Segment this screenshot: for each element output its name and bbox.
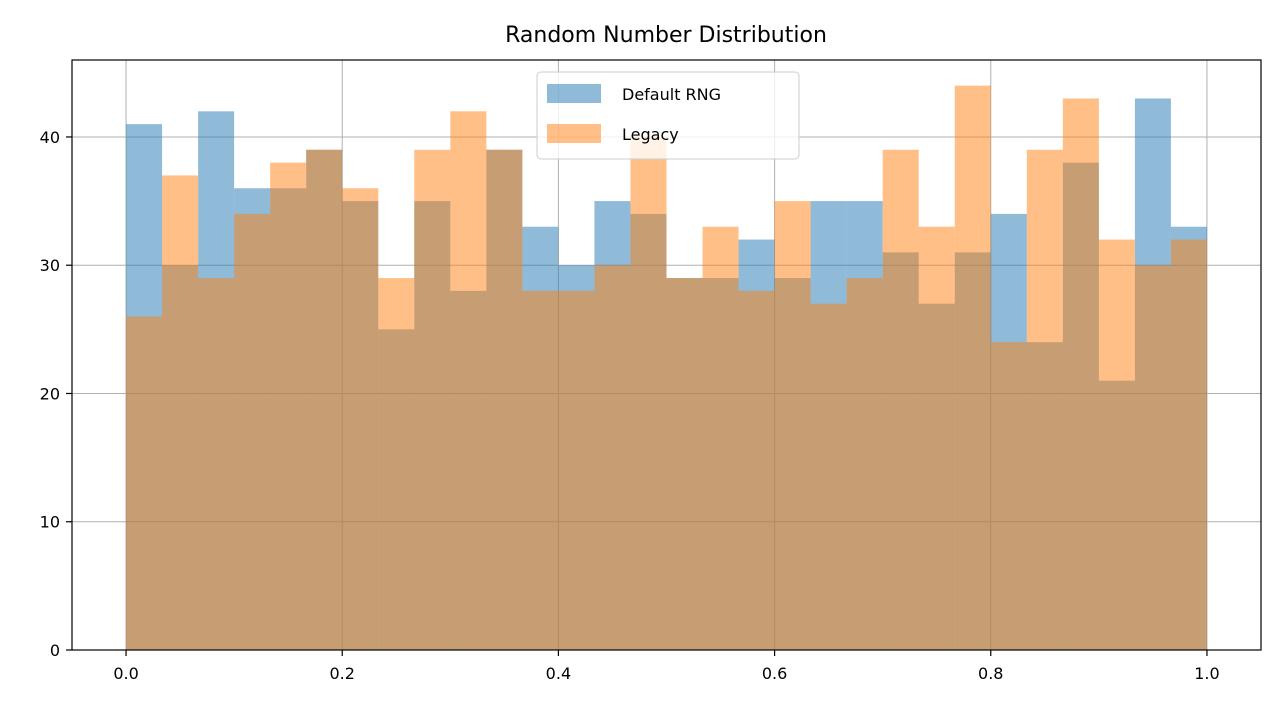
legend-frame xyxy=(536,71,800,160)
bar-legacy-4 xyxy=(270,162,307,650)
legend-swatch-default-rng xyxy=(547,84,601,103)
bar-legacy-22 xyxy=(918,226,955,650)
bar-legacy-8 xyxy=(414,149,451,651)
y-tick-label-1: 10 xyxy=(40,513,60,532)
x-axis: 0.0 0.2 0.4 0.6 0.8 1.0 xyxy=(113,650,1220,683)
bar-legacy-26 xyxy=(1062,98,1099,650)
y-tick-label-4: 40 xyxy=(40,128,60,147)
bar-legacy-3 xyxy=(234,213,271,651)
bar-legacy-9 xyxy=(450,111,487,651)
bar-legacy-10 xyxy=(486,149,523,651)
bar-legacy-27 xyxy=(1098,239,1135,650)
bar-legacy-24 xyxy=(990,342,1027,650)
bar-legacy-18 xyxy=(774,201,811,650)
bar-legacy-16 xyxy=(702,226,739,650)
bar-legacy-0 xyxy=(126,316,163,650)
x-tick-label-0: 0.0 xyxy=(113,664,138,683)
bars-group xyxy=(126,85,1207,651)
x-tick-label-1: 0.2 xyxy=(330,664,355,683)
legend-swatch-legacy xyxy=(547,124,601,143)
bar-legacy-13 xyxy=(594,265,631,650)
bar-legacy-28 xyxy=(1134,265,1171,650)
legend-label-legacy: Legacy xyxy=(622,125,679,144)
y-axis: 0 10 20 30 40 xyxy=(40,128,72,660)
y-tick-label-0: 0 xyxy=(50,641,60,660)
y-tick-label-2: 20 xyxy=(40,384,60,403)
bar-legacy-20 xyxy=(846,278,883,650)
bar-legacy-29 xyxy=(1170,239,1207,650)
bar-legacy-11 xyxy=(522,290,559,650)
legend: Default RNG Legacy xyxy=(536,71,800,160)
x-tick-label-3: 0.6 xyxy=(762,664,787,683)
x-tick-label-5: 1.0 xyxy=(1194,664,1219,683)
bar-legacy-23 xyxy=(954,85,991,651)
chart-title: Random Number Distribution xyxy=(505,23,827,48)
x-tick-label-2: 0.4 xyxy=(546,664,571,683)
bar-legacy-5 xyxy=(306,149,343,651)
bar-legacy-12 xyxy=(558,290,595,650)
bar-legacy-25 xyxy=(1026,149,1063,651)
legend-label-default-rng: Default RNG xyxy=(622,85,721,104)
bar-legacy-15 xyxy=(666,278,703,650)
bar-legacy-2 xyxy=(198,278,235,650)
bar-legacy-21 xyxy=(882,149,919,651)
bar-legacy-19 xyxy=(810,303,847,650)
bar-legacy-6 xyxy=(342,188,379,650)
bar-legacy-17 xyxy=(738,290,775,650)
bar-legacy-1 xyxy=(162,175,199,650)
plot-frame xyxy=(71,59,1262,651)
bar-legacy-7 xyxy=(378,278,415,650)
bar-legacy-14 xyxy=(630,136,667,650)
y-tick-label-3: 30 xyxy=(40,256,60,275)
x-tick-label-4: 0.8 xyxy=(978,664,1003,683)
